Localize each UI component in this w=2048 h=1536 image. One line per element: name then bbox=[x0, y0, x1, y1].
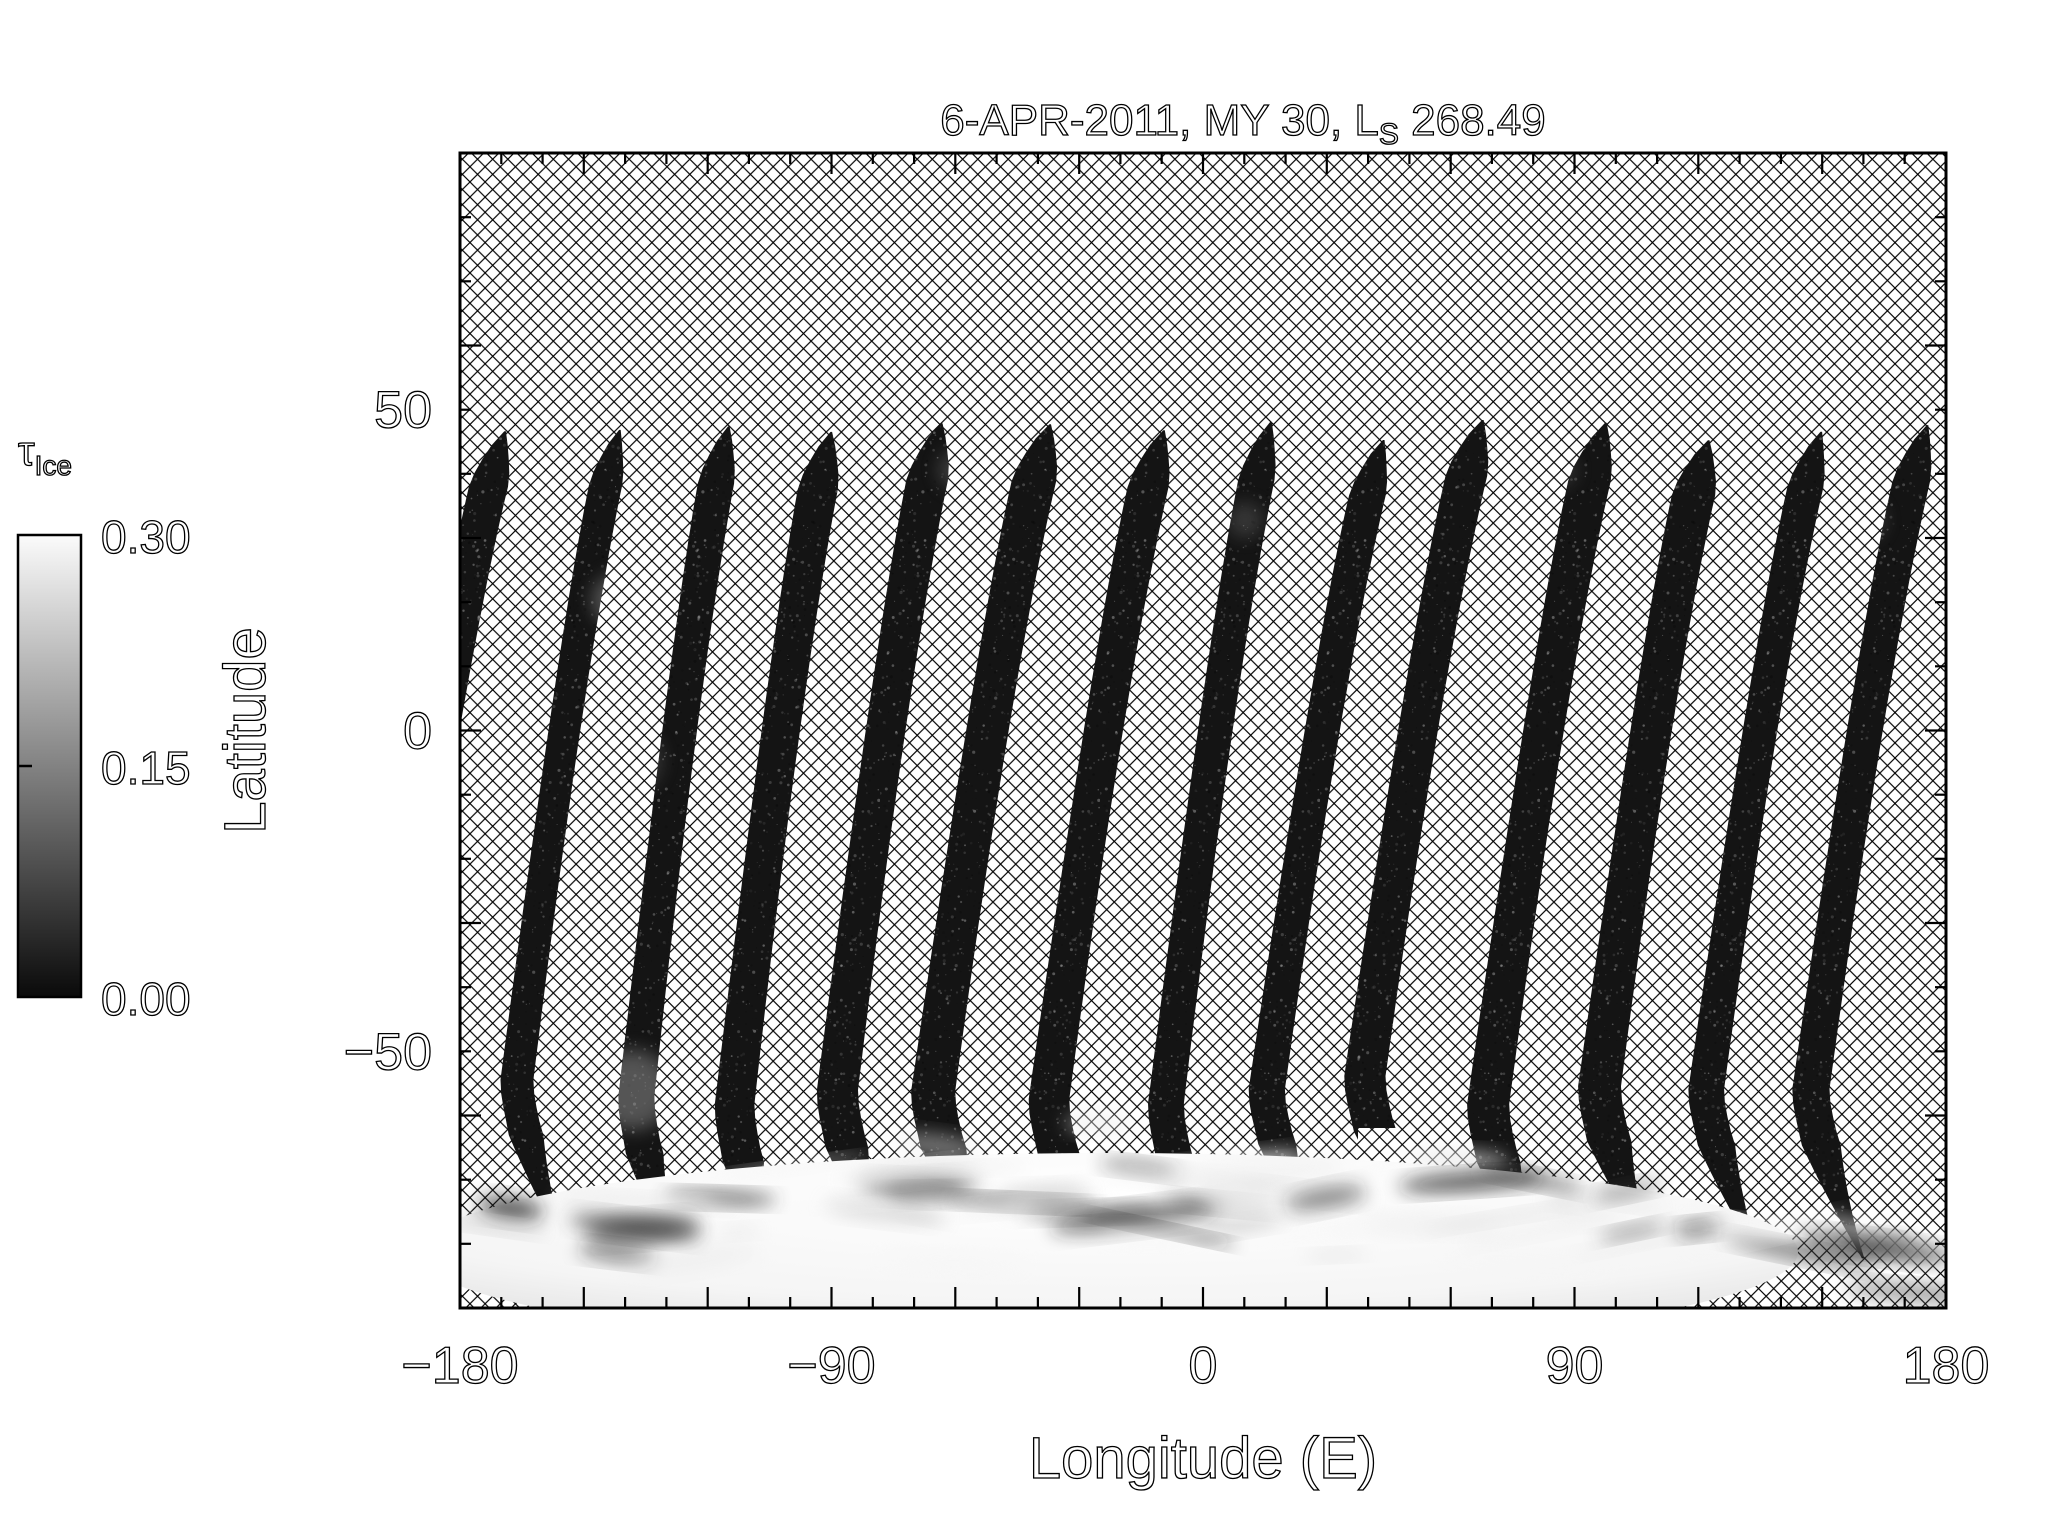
svg-text:0: 0 bbox=[1189, 1337, 1218, 1395]
svg-text:50: 50 bbox=[374, 382, 432, 440]
svg-text:−50: −50 bbox=[344, 1023, 432, 1081]
svg-text:0.00: 0.00 bbox=[101, 973, 191, 1025]
svg-text:180: 180 bbox=[1903, 1337, 1990, 1395]
svg-text:−180: −180 bbox=[401, 1337, 518, 1395]
svg-text:0.15: 0.15 bbox=[101, 742, 191, 794]
svg-text:−90: −90 bbox=[787, 1337, 875, 1395]
svg-text:90: 90 bbox=[1546, 1337, 1604, 1395]
svg-text:τIce: τIce bbox=[18, 427, 72, 481]
svg-text:6-APR-2011, MY 30, LS 268.49: 6-APR-2011, MY 30, LS 268.49 bbox=[940, 96, 1545, 151]
svg-text:Latitude: Latitude bbox=[213, 627, 278, 833]
svg-text:0: 0 bbox=[403, 703, 432, 761]
svg-text:0.30: 0.30 bbox=[101, 511, 191, 563]
svg-text:Longitude (E): Longitude (E) bbox=[1029, 1426, 1377, 1491]
